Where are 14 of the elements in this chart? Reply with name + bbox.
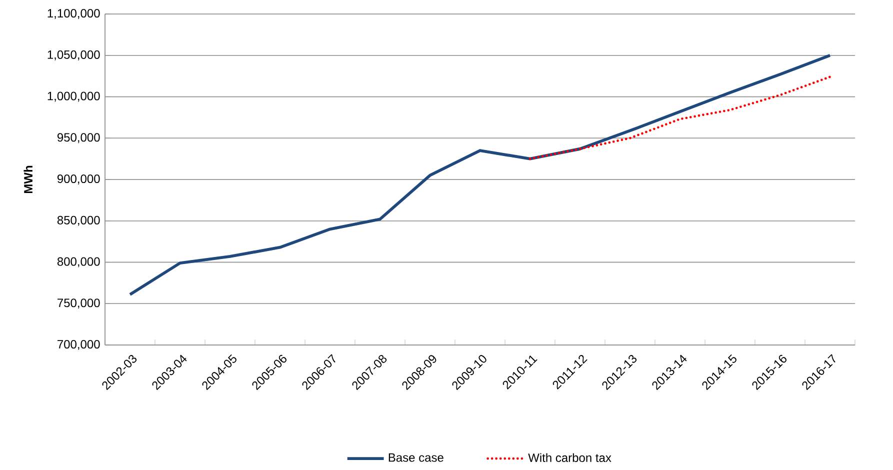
y-tick-label: 900,000: [57, 174, 100, 184]
y-tick-label: 850,000: [57, 216, 100, 226]
line-series: [128, 54, 832, 296]
y-tick-label: 1,000,000: [48, 92, 100, 102]
line-series: [528, 76, 832, 160]
y-tick-label: 1,050,000: [48, 50, 100, 60]
legend-label: Base case: [388, 453, 444, 462]
y-tick-label: 800,000: [57, 257, 100, 268]
y-tick-label: 950,000: [57, 133, 100, 144]
legend-label: With carbon tax: [528, 453, 612, 462]
y-tick-label: 1,100,000: [48, 9, 100, 19]
y-tick-label: 750,000: [58, 298, 100, 309]
y-axis-title: MWh: [24, 166, 32, 194]
y-tick-label: 700,000: [58, 340, 100, 350]
